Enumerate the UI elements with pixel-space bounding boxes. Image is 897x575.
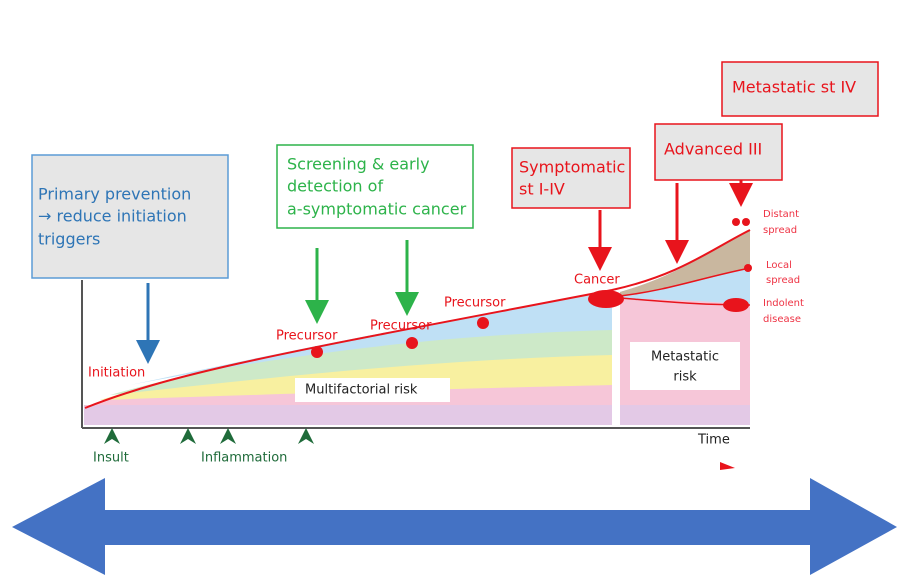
label: spread [763,225,797,236]
box-text: Advanced III [664,140,762,159]
box-text: Screening & early [287,155,430,174]
label: Cancer [574,273,620,288]
label: Precursor [444,296,506,311]
label: Precursor [370,319,432,334]
box-text: Metastatic st IV [732,78,856,97]
box-text: Primary prevention [38,185,191,204]
label: Inflammation [201,451,287,466]
label: Local [766,260,792,271]
label: Time [697,433,730,448]
label: Indolent [763,298,804,309]
box-text: a-symptomatic cancer [287,200,467,219]
label: disease [763,314,801,325]
box-text: detection of [287,177,383,196]
box-text: Symptomatic [519,158,625,177]
boxes [31,61,879,364]
double-arrow [12,478,897,575]
box-text: st I-IV [519,180,565,199]
label: risk [673,370,697,385]
timeline-graphic [81,218,752,470]
label: spread [766,275,800,286]
box-text: triggers [38,230,100,249]
label: Distant [763,209,799,220]
label: Insult [93,451,129,466]
label: Metastatic [651,350,719,365]
label: Multifactorial risk [305,383,418,398]
box-text: → reduce initiation [38,207,187,226]
label: Initiation [88,366,145,381]
label: Precursor [276,329,338,344]
